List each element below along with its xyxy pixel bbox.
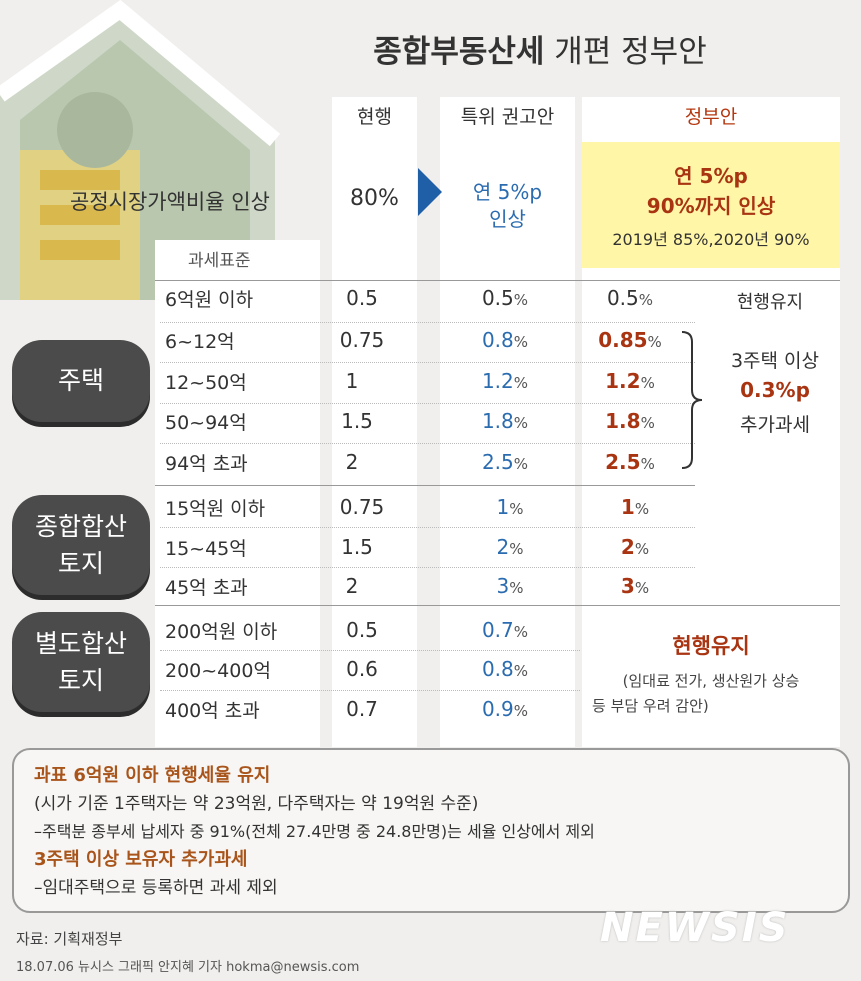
note-line: –주택분 종부세 납세자 중 91%(전체 27.4만명 중 24.8만명)는 …	[34, 822, 595, 841]
tax-base: 12~50억	[165, 372, 247, 394]
section-divider	[155, 280, 840, 281]
fair-market-gov-1: 연 5%p	[674, 164, 748, 188]
committee-rate: 2%	[496, 535, 524, 559]
row-separator	[160, 403, 695, 404]
row-separator	[160, 527, 695, 528]
fair-market-committee-2: 인상	[489, 207, 526, 231]
gov-rate: 0.5%	[606, 286, 654, 310]
tax-base: 200~400억	[165, 660, 271, 682]
housing-keep-note: 현행유지	[736, 292, 804, 313]
current-rate: 1.5	[341, 535, 373, 559]
separate-land-gov-reason-2: 등 부담 우려 감안)	[592, 697, 709, 715]
section-divider	[155, 605, 840, 606]
fair-market-committee-1: 연 5%p	[472, 180, 543, 204]
current-rate: 1.5	[341, 409, 373, 433]
current-rate: 1	[345, 369, 359, 393]
note-line: 과표 6억원 이하 현행세율 유지	[34, 765, 271, 786]
separate-land-gov-keep: 현행유지	[672, 634, 750, 658]
combined-land-pill: 종합합산 토지	[12, 495, 150, 595]
tax-base: 400억 초과	[165, 700, 260, 722]
tax-base: 50~94억	[165, 412, 247, 434]
gov-rate: 0.85%	[598, 328, 662, 352]
current-column-bg	[332, 97, 417, 747]
current-rate: 0.75	[339, 328, 385, 352]
multi-house-note-1: 3주택 이상	[730, 350, 820, 372]
current-rate: 2	[345, 574, 359, 598]
column-header-government: 정부안	[582, 97, 840, 137]
multi-house-note-2: 0.3%p	[740, 378, 810, 402]
newsis-logo: NEWSIS	[600, 905, 790, 951]
gov-rate: 1.8%	[605, 409, 655, 433]
row-separator	[160, 690, 580, 691]
gov-rate: 1%	[620, 495, 650, 519]
note-line: 3주택 이상 보유자 추가과세	[34, 849, 248, 870]
committee-rate: 0.7%	[481, 618, 529, 642]
gov-rate: 2.5%	[605, 450, 655, 474]
row-separator	[160, 567, 695, 568]
column-header-committee: 특위 권고안	[440, 97, 575, 137]
page-title: 종합부동산세 개편 정부안	[373, 34, 707, 70]
note-line: –임대주택으로 등록하면 과세 제외	[34, 878, 278, 898]
tax-base-label: 과세표준	[188, 251, 251, 271]
fair-market-gov-3: 2019년 85%,2020년 90%	[612, 230, 810, 249]
separate-land-pill: 별도합산 토지	[12, 612, 150, 712]
column-header-current: 현행	[332, 97, 417, 137]
committee-rate: 3%	[496, 574, 524, 598]
committee-column-bg	[440, 97, 575, 747]
gov-rate: 2%	[620, 535, 650, 559]
gov-rate: 1.2%	[605, 369, 655, 393]
section-divider	[155, 485, 695, 486]
committee-rate: 1.8%	[481, 409, 529, 433]
fair-market-gov-2: 90%까지 인상	[646, 194, 776, 218]
current-rate: 0.5	[346, 618, 378, 642]
fair-market-current: 80%	[350, 186, 399, 211]
housing-pill: 주택	[12, 340, 150, 422]
tax-base: 45억 초과	[165, 577, 248, 599]
row-separator	[160, 650, 580, 651]
gov-rate: 3%	[620, 574, 650, 598]
current-rate: 0.7	[346, 697, 378, 721]
committee-rate: 0.5%	[481, 286, 529, 310]
tax-base: 15억원 이하	[165, 498, 266, 520]
arrow-right-icon	[418, 168, 442, 216]
current-rate: 0.75	[339, 495, 385, 519]
tax-base: 6억원 이하	[165, 289, 254, 311]
row-separator	[160, 322, 695, 323]
tax-base: 15~45억	[165, 538, 247, 560]
fair-market-ratio-label: 공정시장가액비율 인상	[70, 190, 270, 214]
row-separator	[160, 443, 695, 444]
note-line: (시가 기준 1주택자는 약 23억원, 다주택자는 약 19억원 수준)	[34, 794, 479, 814]
committee-rate: 0.8%	[481, 328, 529, 352]
committee-rate: 1.2%	[481, 369, 529, 393]
tax-base: 6~12억	[165, 331, 235, 353]
current-rate: 2	[345, 450, 359, 474]
committee-rate: 0.8%	[481, 657, 529, 681]
source-text: 자료: 기획재정부	[16, 930, 123, 948]
committee-rate: 0.9%	[481, 697, 529, 721]
government-highlight-box	[582, 142, 840, 268]
row-separator	[160, 362, 695, 363]
current-rate: 0.5	[346, 286, 378, 310]
brace-icon	[681, 331, 703, 469]
separate-land-gov-reason-1: (임대료 전가, 생산원가 상승	[622, 672, 800, 690]
house-illustration	[0, 0, 330, 300]
tax-base-column-bg	[155, 240, 320, 747]
committee-rate: 2.5%	[481, 450, 529, 474]
credit-text: 18.07.06 뉴시스 그래픽 안지혜 기자 hokma@newsis.com	[16, 960, 360, 975]
notes-box: 과표 6억원 이하 현행세율 유지 (시가 기준 1주택자는 약 23억원, 다…	[12, 748, 850, 913]
committee-rate: 1%	[496, 495, 524, 519]
current-rate: 0.6	[346, 657, 378, 681]
multi-house-note-3: 추가과세	[740, 414, 810, 436]
tax-base: 200억원 이하	[165, 621, 278, 643]
tax-base: 94억 초과	[165, 453, 248, 475]
